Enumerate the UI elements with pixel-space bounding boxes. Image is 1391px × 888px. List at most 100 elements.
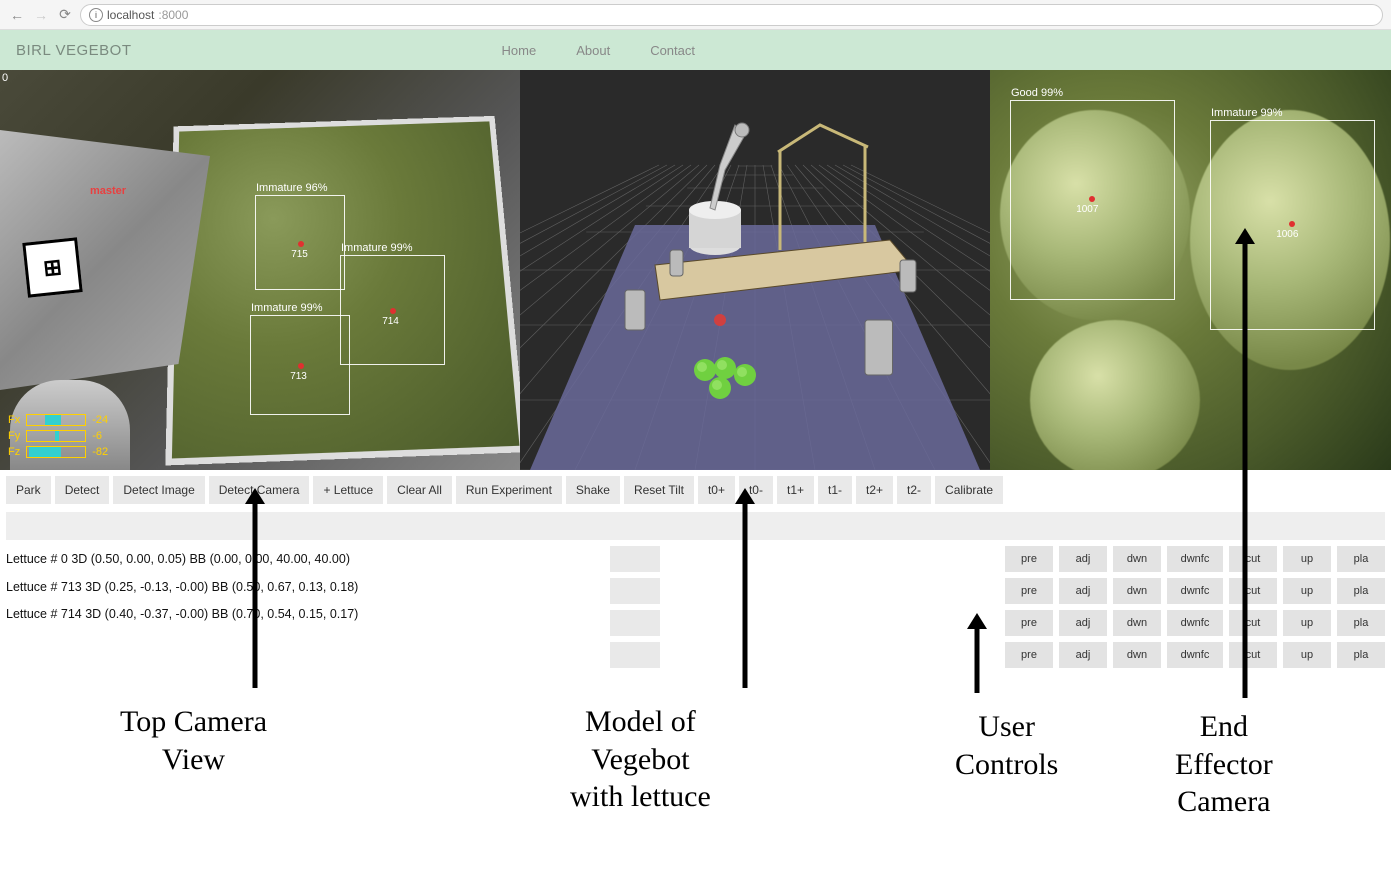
forward-icon[interactable]: → [32,6,50,24]
bbox-id: 714 [382,316,399,327]
control-row: preadjdwndwnfccutuppla [1005,546,1385,572]
ctrl-up[interactable]: up [1283,546,1331,572]
force-bar [26,414,86,426]
ctrl-dwn[interactable]: dwn [1113,546,1161,572]
top-camera-panel: ⊞ master Immature 96%715Immature 99%714I… [0,70,520,470]
bbox-centroid [298,241,304,247]
ctrl-dwnfc[interactable]: dwnfc [1167,546,1223,572]
ctrl-pla[interactable]: pla [1337,578,1385,604]
tool-detect-image[interactable]: Detect Image [113,476,204,504]
bbox-id: 713 [290,371,307,382]
url-bar[interactable]: i localhost :8000 [80,4,1383,26]
detection-bbox: Good 99%1007 [1010,100,1175,300]
mid-cell[interactable] [610,610,660,636]
ctrl-adj[interactable]: adj [1059,642,1107,668]
tool-t0-[interactable]: t0+ [698,476,735,504]
mid-cell[interactable] [610,642,660,668]
browser-chrome: ← → ⟳ i localhost :8000 [0,0,1391,30]
mid-cell[interactable] [610,546,660,572]
nav-links: Home About Contact [502,43,695,58]
ctrl-up[interactable]: up [1283,610,1331,636]
url-port: :8000 [158,8,188,22]
ctrl-dwnfc[interactable]: dwnfc [1167,610,1223,636]
detection-bbox: Immature 99%713 [250,315,350,415]
tool-t1-[interactable]: t1+ [777,476,814,504]
bbox-centroid [1089,196,1095,202]
tool-clear-all[interactable]: Clear All [387,476,452,504]
nav-link-contact[interactable]: Contact [650,43,695,58]
ctrl-up[interactable]: up [1283,642,1331,668]
tool-shake[interactable]: Shake [566,476,620,504]
tool--lettuce[interactable]: + Lettuce [313,476,383,504]
ctrl-dwnfc[interactable]: dwnfc [1167,642,1223,668]
brand-label: BIRL VEGEBOT [16,42,131,59]
tool-detect[interactable]: Detect [55,476,110,504]
ctrl-pla[interactable]: pla [1337,642,1385,668]
toolbar: ParkDetectDetect ImageDetect Camera+ Let… [0,470,1391,510]
force-value: -82 [92,446,108,458]
end-effector-panel: Good 99%1007Immature 99%1006 [990,70,1391,470]
force-axis: Fy [8,430,20,442]
tool-park[interactable]: Park [6,476,51,504]
control-row: preadjdwndwnfccutuppla [1005,642,1385,668]
ctrl-pre[interactable]: pre [1005,578,1053,604]
bbox-label: Immature 99% [341,242,413,254]
ctrl-dwn[interactable]: dwn [1113,610,1161,636]
tool-calibrate[interactable]: Calibrate [935,476,1003,504]
lettuce-row: Lettuce # 714 3D (0.40, -0.37, -0.00) BB… [6,601,605,629]
force-value: -6 [92,430,102,442]
force-value: -24 [92,414,108,426]
bbox-label: Good 99% [1011,87,1063,99]
annotation-caption-user: UserControls [955,708,1058,783]
ctrl-adj[interactable]: adj [1059,546,1107,572]
nav-link-home[interactable]: Home [502,43,537,58]
ctrl-dwn[interactable]: dwn [1113,642,1161,668]
force-bar [26,446,86,458]
annotation-arrow-user [965,613,989,693]
ctrl-pla[interactable]: pla [1337,546,1385,572]
control-row: preadjdwndwnfccutuppla [1005,578,1385,604]
back-icon[interactable]: ← [8,6,26,24]
tool-run-experiment[interactable]: Run Experiment [456,476,562,504]
mid-cell[interactable] [610,578,660,604]
toolbar-spacer [6,512,1385,540]
ctrl-pla[interactable]: pla [1337,610,1385,636]
marker-label: master [90,185,126,197]
reload-icon[interactable]: ⟳ [56,6,74,24]
bbox-centroid [390,308,396,314]
panels: 0 ⊞ master Immature 96%715Immature 99%71… [0,70,1391,470]
annotation-caption-end: EndEffectorCamera [1175,708,1273,821]
bbox-label: Immature 99% [1211,107,1283,119]
ctrl-pre[interactable]: pre [1005,642,1053,668]
force-axis: Fz [8,446,20,458]
fiducial-marker: ⊞ [22,237,82,297]
app-header: BIRL VEGEBOT Home About Contact [0,30,1391,70]
tool-reset-tilt[interactable]: Reset Tilt [624,476,694,504]
tool-t1-[interactable]: t1- [818,476,852,504]
ctrl-dwn[interactable]: dwn [1113,578,1161,604]
ctrl-dwnfc[interactable]: dwnfc [1167,578,1223,604]
lettuce-list: Lettuce # 0 3D (0.50, 0.00, 0.05) BB (0.… [6,546,605,668]
annotation-caption-top: Top CameraView [120,703,267,778]
ctrl-adj[interactable]: adj [1059,578,1107,604]
force-axis: Fx [8,414,20,426]
lettuce-head [1030,320,1200,470]
lettuce-row: Lettuce # 0 3D (0.50, 0.00, 0.05) BB (0.… [6,546,605,574]
tool-t2-[interactable]: t2+ [856,476,893,504]
ctrl-adj[interactable]: adj [1059,610,1107,636]
model-panel[interactable] [520,70,990,470]
info-icon: i [89,8,103,22]
nav-link-about[interactable]: About [576,43,610,58]
detection-bbox: Immature 99%714 [340,255,445,365]
url-host: localhost [107,8,154,22]
ctrl-pre[interactable]: pre [1005,546,1053,572]
annotation-arrow-end [1233,228,1257,698]
ctrl-pre[interactable]: pre [1005,610,1053,636]
bbox-centroid [1289,221,1295,227]
force-bar [26,430,86,442]
bbox-centroid [298,363,304,369]
tool-t2-[interactable]: t2- [897,476,931,504]
model-bg [520,70,990,470]
annotation-arrow-top [243,488,267,688]
ctrl-up[interactable]: up [1283,578,1331,604]
